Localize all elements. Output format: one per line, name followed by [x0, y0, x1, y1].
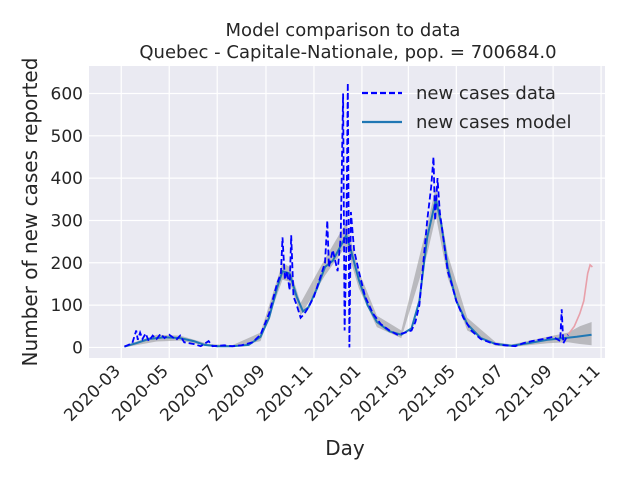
grid — [89, 66, 605, 358]
series-layer — [124, 82, 593, 348]
y-tick-label: 200 — [51, 254, 83, 274]
y-tick-label: 600 — [51, 85, 83, 105]
y-tick-label: 100 — [51, 296, 83, 316]
x-ticks: 2020-032020-052020-072020-092020-112021-… — [60, 361, 604, 425]
x-axis-label: Day — [325, 436, 365, 460]
outlier-run-line — [567, 263, 593, 336]
y-tick-label: 300 — [51, 211, 83, 231]
legend-label: new cases model — [416, 112, 571, 133]
series-line-new-cases-data — [124, 82, 569, 348]
y-tick-label: 500 — [51, 127, 83, 147]
y-axis-label: Number of new cases reported — [18, 58, 42, 367]
chart-title: Model comparison to data — [226, 20, 461, 41]
y-tick-label: 400 — [51, 169, 83, 189]
legend: new cases data new cases model — [362, 83, 571, 133]
chart-subtitle: Quebec - Capitale-Nationale, pop. = 7006… — [139, 42, 556, 63]
y-ticks: 0 100 200 300 400 500 600 — [51, 85, 83, 359]
y-tick-label: 0 — [72, 338, 83, 358]
legend-label: new cases data — [416, 83, 556, 104]
